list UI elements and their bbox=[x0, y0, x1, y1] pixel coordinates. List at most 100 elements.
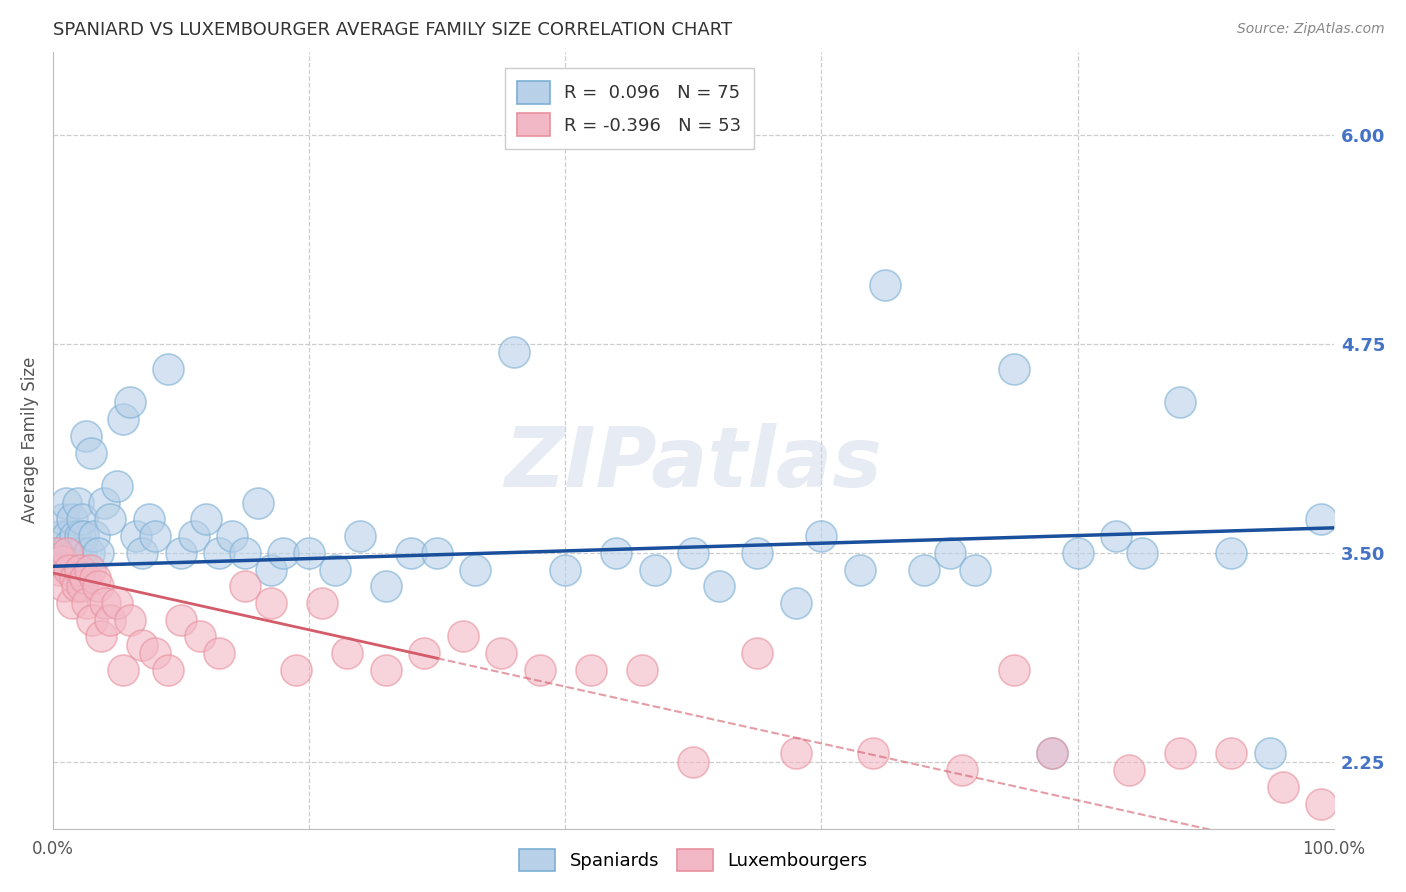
Point bbox=[70, 579, 93, 593]
Point bbox=[311, 596, 333, 610]
Point bbox=[53, 546, 76, 560]
Point bbox=[72, 529, 94, 543]
Point bbox=[529, 663, 551, 677]
Point bbox=[170, 546, 193, 560]
Point bbox=[67, 496, 90, 510]
Point bbox=[93, 496, 115, 510]
Point bbox=[80, 445, 103, 459]
Point bbox=[298, 546, 321, 560]
Point bbox=[100, 613, 122, 627]
Point bbox=[56, 529, 79, 543]
Point bbox=[82, 613, 104, 627]
Point bbox=[451, 630, 474, 644]
Point bbox=[53, 579, 76, 593]
Point bbox=[86, 546, 108, 560]
Point bbox=[1310, 512, 1333, 526]
Text: Source: ZipAtlas.com: Source: ZipAtlas.com bbox=[1237, 22, 1385, 37]
Point bbox=[1310, 797, 1333, 811]
Point bbox=[100, 512, 122, 526]
Point bbox=[1168, 395, 1191, 409]
Point bbox=[1118, 763, 1140, 777]
Point bbox=[69, 563, 91, 577]
Point bbox=[938, 546, 960, 560]
Point bbox=[489, 646, 512, 660]
Point bbox=[51, 546, 73, 560]
Point bbox=[912, 563, 935, 577]
Point bbox=[785, 596, 807, 610]
Point bbox=[49, 529, 72, 543]
Point bbox=[682, 546, 704, 560]
Point bbox=[75, 429, 97, 443]
Point bbox=[1066, 546, 1088, 560]
Point bbox=[401, 546, 423, 560]
Point bbox=[143, 529, 166, 543]
Point bbox=[554, 563, 576, 577]
Point bbox=[183, 529, 205, 543]
Point bbox=[66, 563, 89, 577]
Point bbox=[208, 546, 231, 560]
Point bbox=[63, 571, 86, 585]
Point bbox=[644, 563, 666, 577]
Point bbox=[233, 546, 256, 560]
Point bbox=[56, 546, 79, 560]
Point bbox=[503, 345, 526, 359]
Point bbox=[86, 579, 108, 593]
Point bbox=[1040, 747, 1063, 761]
Point bbox=[273, 546, 295, 560]
Point bbox=[1220, 546, 1243, 560]
Point bbox=[747, 646, 769, 660]
Point bbox=[56, 546, 79, 560]
Point bbox=[950, 763, 973, 777]
Point bbox=[747, 546, 769, 560]
Text: ZIPatlas: ZIPatlas bbox=[505, 423, 882, 504]
Point bbox=[157, 362, 180, 376]
Point bbox=[221, 529, 243, 543]
Point bbox=[682, 755, 704, 769]
Point bbox=[70, 546, 93, 560]
Point bbox=[51, 554, 73, 568]
Point bbox=[112, 412, 135, 426]
Point bbox=[323, 563, 346, 577]
Point bbox=[1002, 663, 1025, 677]
Point bbox=[426, 546, 449, 560]
Point bbox=[90, 630, 112, 644]
Point bbox=[188, 630, 211, 644]
Point bbox=[157, 663, 180, 677]
Point bbox=[83, 529, 105, 543]
Point bbox=[94, 596, 117, 610]
Point bbox=[63, 529, 86, 543]
Point bbox=[59, 563, 82, 577]
Point bbox=[707, 579, 730, 593]
Point bbox=[259, 596, 281, 610]
Point bbox=[76, 596, 98, 610]
Point bbox=[131, 638, 153, 652]
Point bbox=[349, 529, 371, 543]
Point bbox=[862, 747, 884, 761]
Point bbox=[579, 663, 602, 677]
Point bbox=[374, 663, 396, 677]
Point bbox=[785, 747, 807, 761]
Point bbox=[1258, 747, 1281, 761]
Point bbox=[55, 496, 77, 510]
Point bbox=[79, 563, 101, 577]
Point bbox=[60, 596, 83, 610]
Y-axis label: Average Family Size: Average Family Size bbox=[21, 357, 39, 524]
Point bbox=[45, 546, 67, 560]
Point bbox=[112, 663, 135, 677]
Point bbox=[1040, 747, 1063, 761]
Point bbox=[73, 571, 96, 585]
Point bbox=[70, 512, 93, 526]
Point bbox=[246, 496, 269, 510]
Point bbox=[464, 563, 486, 577]
Point bbox=[810, 529, 832, 543]
Point bbox=[77, 546, 100, 560]
Point bbox=[105, 596, 128, 610]
Point bbox=[48, 554, 70, 568]
Point bbox=[62, 546, 84, 560]
Point bbox=[875, 278, 897, 293]
Point bbox=[1220, 747, 1243, 761]
Point bbox=[84, 571, 107, 585]
Point bbox=[131, 546, 153, 560]
Text: SPANIARD VS LUXEMBOURGER AVERAGE FAMILY SIZE CORRELATION CHART: SPANIARD VS LUXEMBOURGER AVERAGE FAMILY … bbox=[52, 21, 733, 39]
Point bbox=[125, 529, 148, 543]
